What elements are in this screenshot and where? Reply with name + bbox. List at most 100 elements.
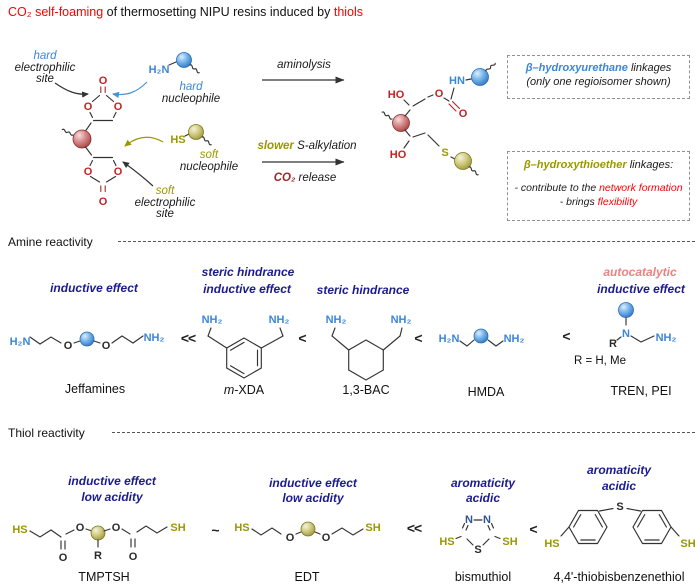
bismuthiol-structure: N N S HS SH (439, 514, 517, 556)
atom-label: HO (388, 89, 405, 101)
product-structure-shape (450, 87, 455, 100)
soft-nucleophile-label: soft nucleophile (179, 149, 239, 173)
atom-label: N (483, 514, 491, 526)
amine-reactivity-header: Amine reactivity (8, 235, 93, 249)
product-structure-shape (403, 99, 410, 106)
biscarbonate-structure-shape (112, 111, 117, 119)
atom-label: HS (170, 134, 185, 146)
separator-6: << (406, 520, 422, 536)
atom-label: O (102, 340, 111, 352)
linkages-word: linkages: (626, 159, 674, 171)
hydroxythioether-line2: - contribute to the network formation (508, 181, 689, 195)
separator-4: < (562, 328, 570, 344)
product-structure-shape (468, 166, 479, 176)
biscarbonate-structure-shape (112, 159, 117, 167)
tren-structure-shape (616, 336, 622, 341)
effect-label-edt-1: inductive effect (269, 476, 357, 490)
atom-label: N (622, 328, 630, 340)
atom-label: S (616, 501, 623, 513)
atom-label: HO (390, 149, 407, 161)
slower-word: slower (257, 140, 294, 152)
product-structure-shape (443, 97, 450, 102)
hydroxyurethane-line2: (only one regioisomer shown) (526, 76, 671, 88)
product-structure-shape (448, 103, 457, 112)
bismuthiol-structure-shape (482, 538, 490, 546)
linkages-word: linkages (627, 62, 672, 74)
release-word: release (295, 172, 337, 184)
product-structure-shape (412, 132, 426, 138)
site-word: site (156, 208, 174, 220)
atom-label: O (129, 551, 138, 563)
red-core-sphere (72, 129, 92, 149)
effect-label-tren-inductive: inductive effect (597, 282, 685, 296)
electrophilic-word: electrophilic (14, 61, 76, 74)
blue-core-sphere (618, 302, 634, 318)
nucleophile-word: nucleophile (179, 160, 239, 173)
blue-amine-sphere (471, 68, 489, 86)
compound-name-mxda: m-XDA (224, 383, 264, 397)
thiobisbenzenethiol-structure-shape (568, 509, 608, 545)
product-structure-shape (404, 109, 411, 117)
thiobisbenzenethiol-structure-shape (670, 526, 680, 537)
biscarbonate-structure-shape (84, 122, 92, 132)
thiobisbenzenethiol-structure-shape (560, 526, 570, 537)
jeffamines-structure-shape (93, 340, 101, 344)
product-structure-shape (404, 129, 411, 137)
atom-label: O (112, 522, 121, 534)
bac-structure-shape (331, 327, 350, 351)
jeffamines-structure-shape (111, 335, 144, 344)
atom-label: NH₂ (504, 333, 525, 345)
red-core-sphere (392, 114, 410, 132)
atom-label: NH₂ (656, 332, 677, 344)
atom-label: O (322, 532, 331, 544)
tmptsh-structure-shape (103, 528, 111, 532)
contribute-text: - contribute to the (514, 182, 600, 194)
thiol-reagent-shape (184, 133, 190, 137)
atom-label: N (465, 514, 473, 526)
biscarbonate-structure-shape (105, 175, 117, 183)
olive-core-sphere (300, 521, 316, 537)
olive-core-sphere (90, 525, 106, 541)
co2-word: CO₂ (273, 172, 296, 184)
thiol-reagent: HS (170, 124, 212, 146)
separator-7: < (529, 521, 537, 537)
atom-label: O (114, 101, 123, 113)
effect-label-bac: steric hindrance (316, 283, 410, 297)
co2-release-label: CO₂ release (273, 172, 337, 185)
effect-label-edt-2: low acidity (282, 491, 344, 505)
mxda-structure-shape (229, 341, 245, 351)
tmptsh-structure-shape (121, 528, 131, 535)
nucleophile-word: nucleophile (161, 92, 221, 105)
atom-label: O (99, 196, 108, 208)
separator-2: < (298, 330, 306, 346)
bismuthiol-structure-shape (461, 522, 466, 529)
bac-structure-shape (348, 339, 384, 381)
compound-name-edt: EDT (294, 570, 320, 584)
tren-substituent-note: R = H, Me (573, 355, 627, 367)
annotation-arrows-shape (54, 82, 89, 98)
atom-label: SH (365, 522, 380, 534)
jeffamines-structure-shape (73, 340, 81, 344)
atom-label: H₂N (149, 64, 170, 76)
atom-label: O (435, 88, 444, 100)
biscarbonate-structure-shape (84, 146, 93, 156)
site-word: site (36, 73, 54, 85)
thiobisbenzenethiol-structure-shape (637, 513, 646, 528)
hydroxythioether-term: β–hydroxythioether (523, 159, 627, 171)
product-structure-shape (381, 111, 393, 120)
effect-label-thiobis-1: aromaticity (586, 463, 652, 477)
mxda-structure-shape (207, 327, 228, 349)
compound-name-bismuthiol: bismuthiol (454, 570, 512, 584)
bac-structure-shape (382, 327, 403, 351)
tmptsh-structure-shape (29, 529, 62, 538)
jeffamines-structure: H₂N O O NH₂ (10, 331, 164, 352)
mxda-m-italic: m (223, 383, 235, 397)
thiobisbenzenethiol-structure-shape (632, 509, 672, 545)
product-structure-shape (485, 62, 496, 72)
bismuthiol-structure-shape (466, 538, 474, 546)
blue-amine-sphere (176, 52, 192, 68)
mxda-structure-shape (226, 337, 262, 379)
effect-label-tmptsh-2: low acidity (81, 490, 143, 504)
thiol-section-divider (112, 432, 695, 433)
annotation-arrows-shape (124, 136, 164, 147)
